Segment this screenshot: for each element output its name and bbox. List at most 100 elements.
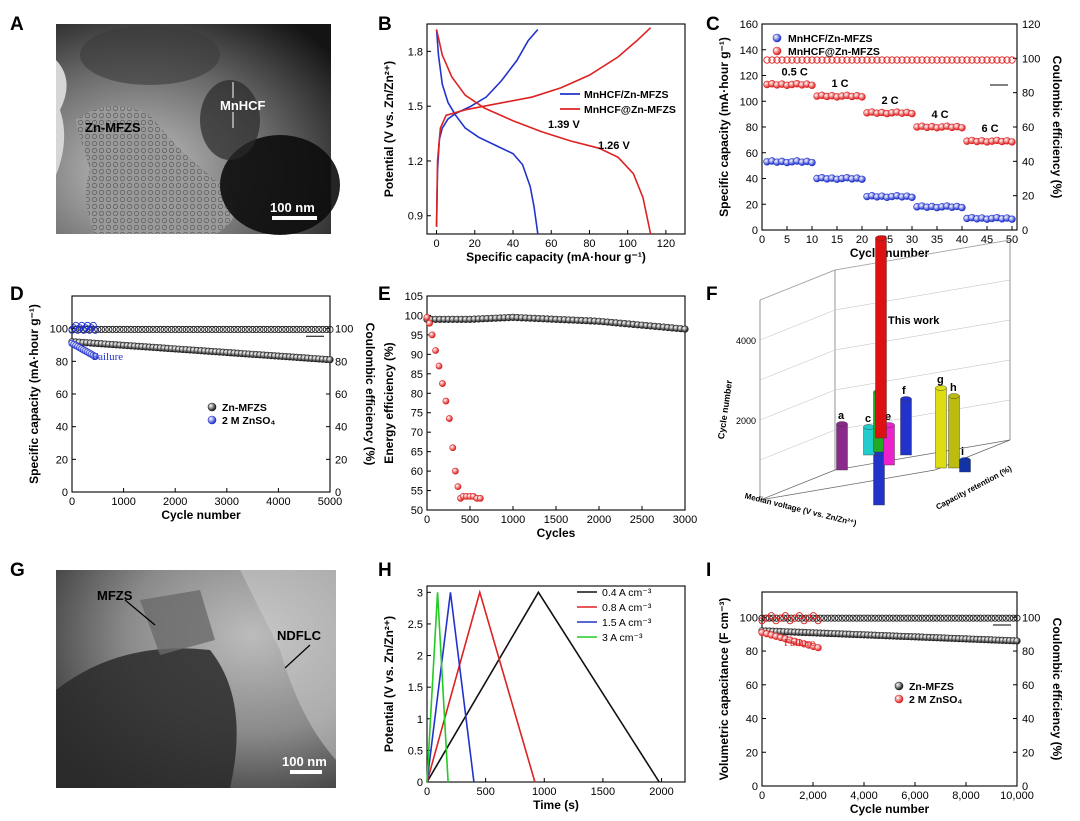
ce-point [878,56,886,64]
legend-label: 2 M ZnSO₄ [222,415,275,427]
data-point [908,193,916,201]
z-axis-label: Capacity retention (%) [934,464,1013,512]
bar-top [959,457,971,463]
y-axis-label: Cycle number [716,379,734,440]
x-tick-label: 120 [657,238,675,250]
ce-point [274,325,282,334]
annotation-mfzs: MFZS [97,588,133,603]
y-tick-label: 40 [746,714,758,726]
ce-point [958,56,966,64]
y-tick-label: 1 [417,714,423,726]
bar [873,452,885,506]
ce-point [814,617,822,625]
ce-point [893,614,901,622]
tem-image-g: MFZS NDFLC 100 nm [56,570,336,788]
x-tick-label: 2,000 [799,790,827,802]
ce-point [973,56,981,64]
ce-point [197,325,205,334]
panel-label: I [706,560,711,581]
ce-point [845,614,853,622]
ce-point [105,325,113,334]
data-point [435,362,443,370]
ce-point [263,325,271,334]
ce-point [134,325,142,334]
ce-point [91,326,99,334]
data-point [451,467,459,475]
ce-point [278,325,286,334]
series-line [426,592,475,783]
panel-g: G MFZS NDFLC 100 nm [10,560,336,788]
bar-label: a [838,410,845,422]
x-axis-label: Cycles [537,526,576,540]
panel-label: E [378,284,391,305]
data-point [958,203,966,212]
annotation-this-work: This work [888,315,940,327]
ce-point [123,325,131,334]
ce-point [204,325,212,334]
ce-point [223,325,231,334]
x-tick-label: 0 [759,234,765,246]
tem-image-a: MnHCF Zn-MFZS 100 nm [56,24,340,235]
y2-tick-label: 120 [1022,19,1040,31]
ce-point [969,614,977,622]
ce-point [267,325,275,334]
ce-point [955,614,963,622]
ce-point [893,56,901,64]
ce-point [791,614,799,622]
legend-label: MnHCF/Zn-MFZS [788,33,873,45]
annotation-failure: Failure [784,637,815,649]
annotation-1-26v: 1.26 V [598,140,630,152]
x-tick-label: 1000 [501,514,525,526]
data-point [428,331,436,339]
ce-point [858,56,866,64]
y-tick-label: 65 [411,447,423,459]
ce-point [1013,614,1021,622]
panel-i: I0 2,000 4,000 6,000 8,000 10,000020406080100… [706,560,1064,816]
ce-point [808,56,816,64]
ce-point [116,325,124,334]
x-tick-label: 2000 [163,496,187,508]
ce-point [842,614,850,622]
y-tick-label: 0 [62,487,68,499]
ce-point [998,614,1006,622]
x-tick-label: 60 [545,238,557,250]
scale-bar-label: 100 nm [282,754,327,769]
ce-point [923,56,931,64]
ce-point [911,614,919,622]
annotation-mnhcf: MnHCF [220,98,266,113]
ce-point [951,614,959,622]
y-tick-label: 0.5 [408,745,423,757]
x-tick-label: 8,000 [952,790,980,802]
x-tick-label: 1500 [544,514,568,526]
series-line [426,592,449,783]
grid-line [759,429,836,461]
ce-point [816,614,824,622]
panel-label: B [378,14,392,35]
y-tick-label: 105 [405,291,423,303]
ce-point [936,614,945,622]
bar-label: h [950,382,957,394]
ce-point [97,325,106,334]
ce-point [929,614,937,622]
legend-label: 1.5 A cm⁻³ [602,617,652,629]
ce-point [809,612,817,620]
bar [875,237,887,439]
ce-point [758,614,766,622]
y-tick-label: 60 [746,680,758,692]
y2-tick-label: 60 [1022,680,1034,692]
ce-point [201,325,209,334]
ce-point [998,56,1006,64]
ce-point [913,56,921,64]
y-tick-label: 1.8 [408,46,423,58]
ce-point [249,325,257,334]
annotation-1-39v: 1.39 V [548,119,580,131]
y-tick-label: 0.9 [408,211,423,223]
ce-point [903,56,911,64]
ce-point [120,325,128,334]
x-tick-label: 0 [69,496,75,508]
ce-point [304,325,312,334]
ce-point [182,325,190,334]
x-tick-label: 40 [507,238,519,250]
ce-point [778,56,786,64]
ce-point [828,56,836,64]
